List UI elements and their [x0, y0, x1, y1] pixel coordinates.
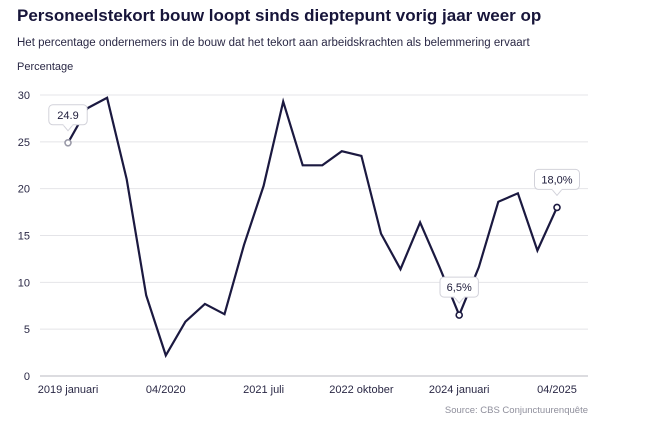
y-tick-label: 15	[18, 231, 30, 243]
series-line	[67, 96, 559, 359]
callout-label: 6,5%	[447, 282, 472, 294]
callout-pointer	[62, 124, 74, 132]
x-tick-label: 2024 januari	[429, 384, 490, 396]
y-tick-label: 20	[18, 184, 30, 196]
x-tick-label: 2022 oktober	[329, 384, 394, 396]
annotation-marker	[553, 203, 561, 212]
callout-label: 24.9	[57, 110, 78, 122]
y-tick-label: 30	[18, 90, 30, 102]
chart-title: Personeelstekort bouw loopt sinds diepte…	[17, 6, 542, 25]
y-tick-label: 0	[24, 371, 30, 383]
annotation-marker	[455, 311, 464, 319]
callout-pointer	[453, 296, 465, 304]
x-tick-label: 2021 juli	[243, 384, 284, 396]
y-tick-label: 5	[24, 324, 30, 336]
y-axis-label: Percentage	[17, 61, 74, 73]
y-tick-label: 25	[18, 137, 30, 149]
y-tick-label: 10	[18, 277, 30, 289]
callout-pointer	[551, 189, 563, 197]
x-tick-label: 04/2020	[146, 384, 186, 396]
chart-subtitle: Het percentage ondernemers in de bouw da…	[17, 37, 530, 49]
annotation-marker	[64, 138, 72, 147]
callout-label: 18,0%	[541, 174, 572, 186]
x-tick-label: 2019 januari	[38, 384, 99, 396]
x-tick-label: 04/2025	[537, 384, 577, 396]
source-note: Source: CBS Conjunctuurenquête	[444, 405, 588, 416]
